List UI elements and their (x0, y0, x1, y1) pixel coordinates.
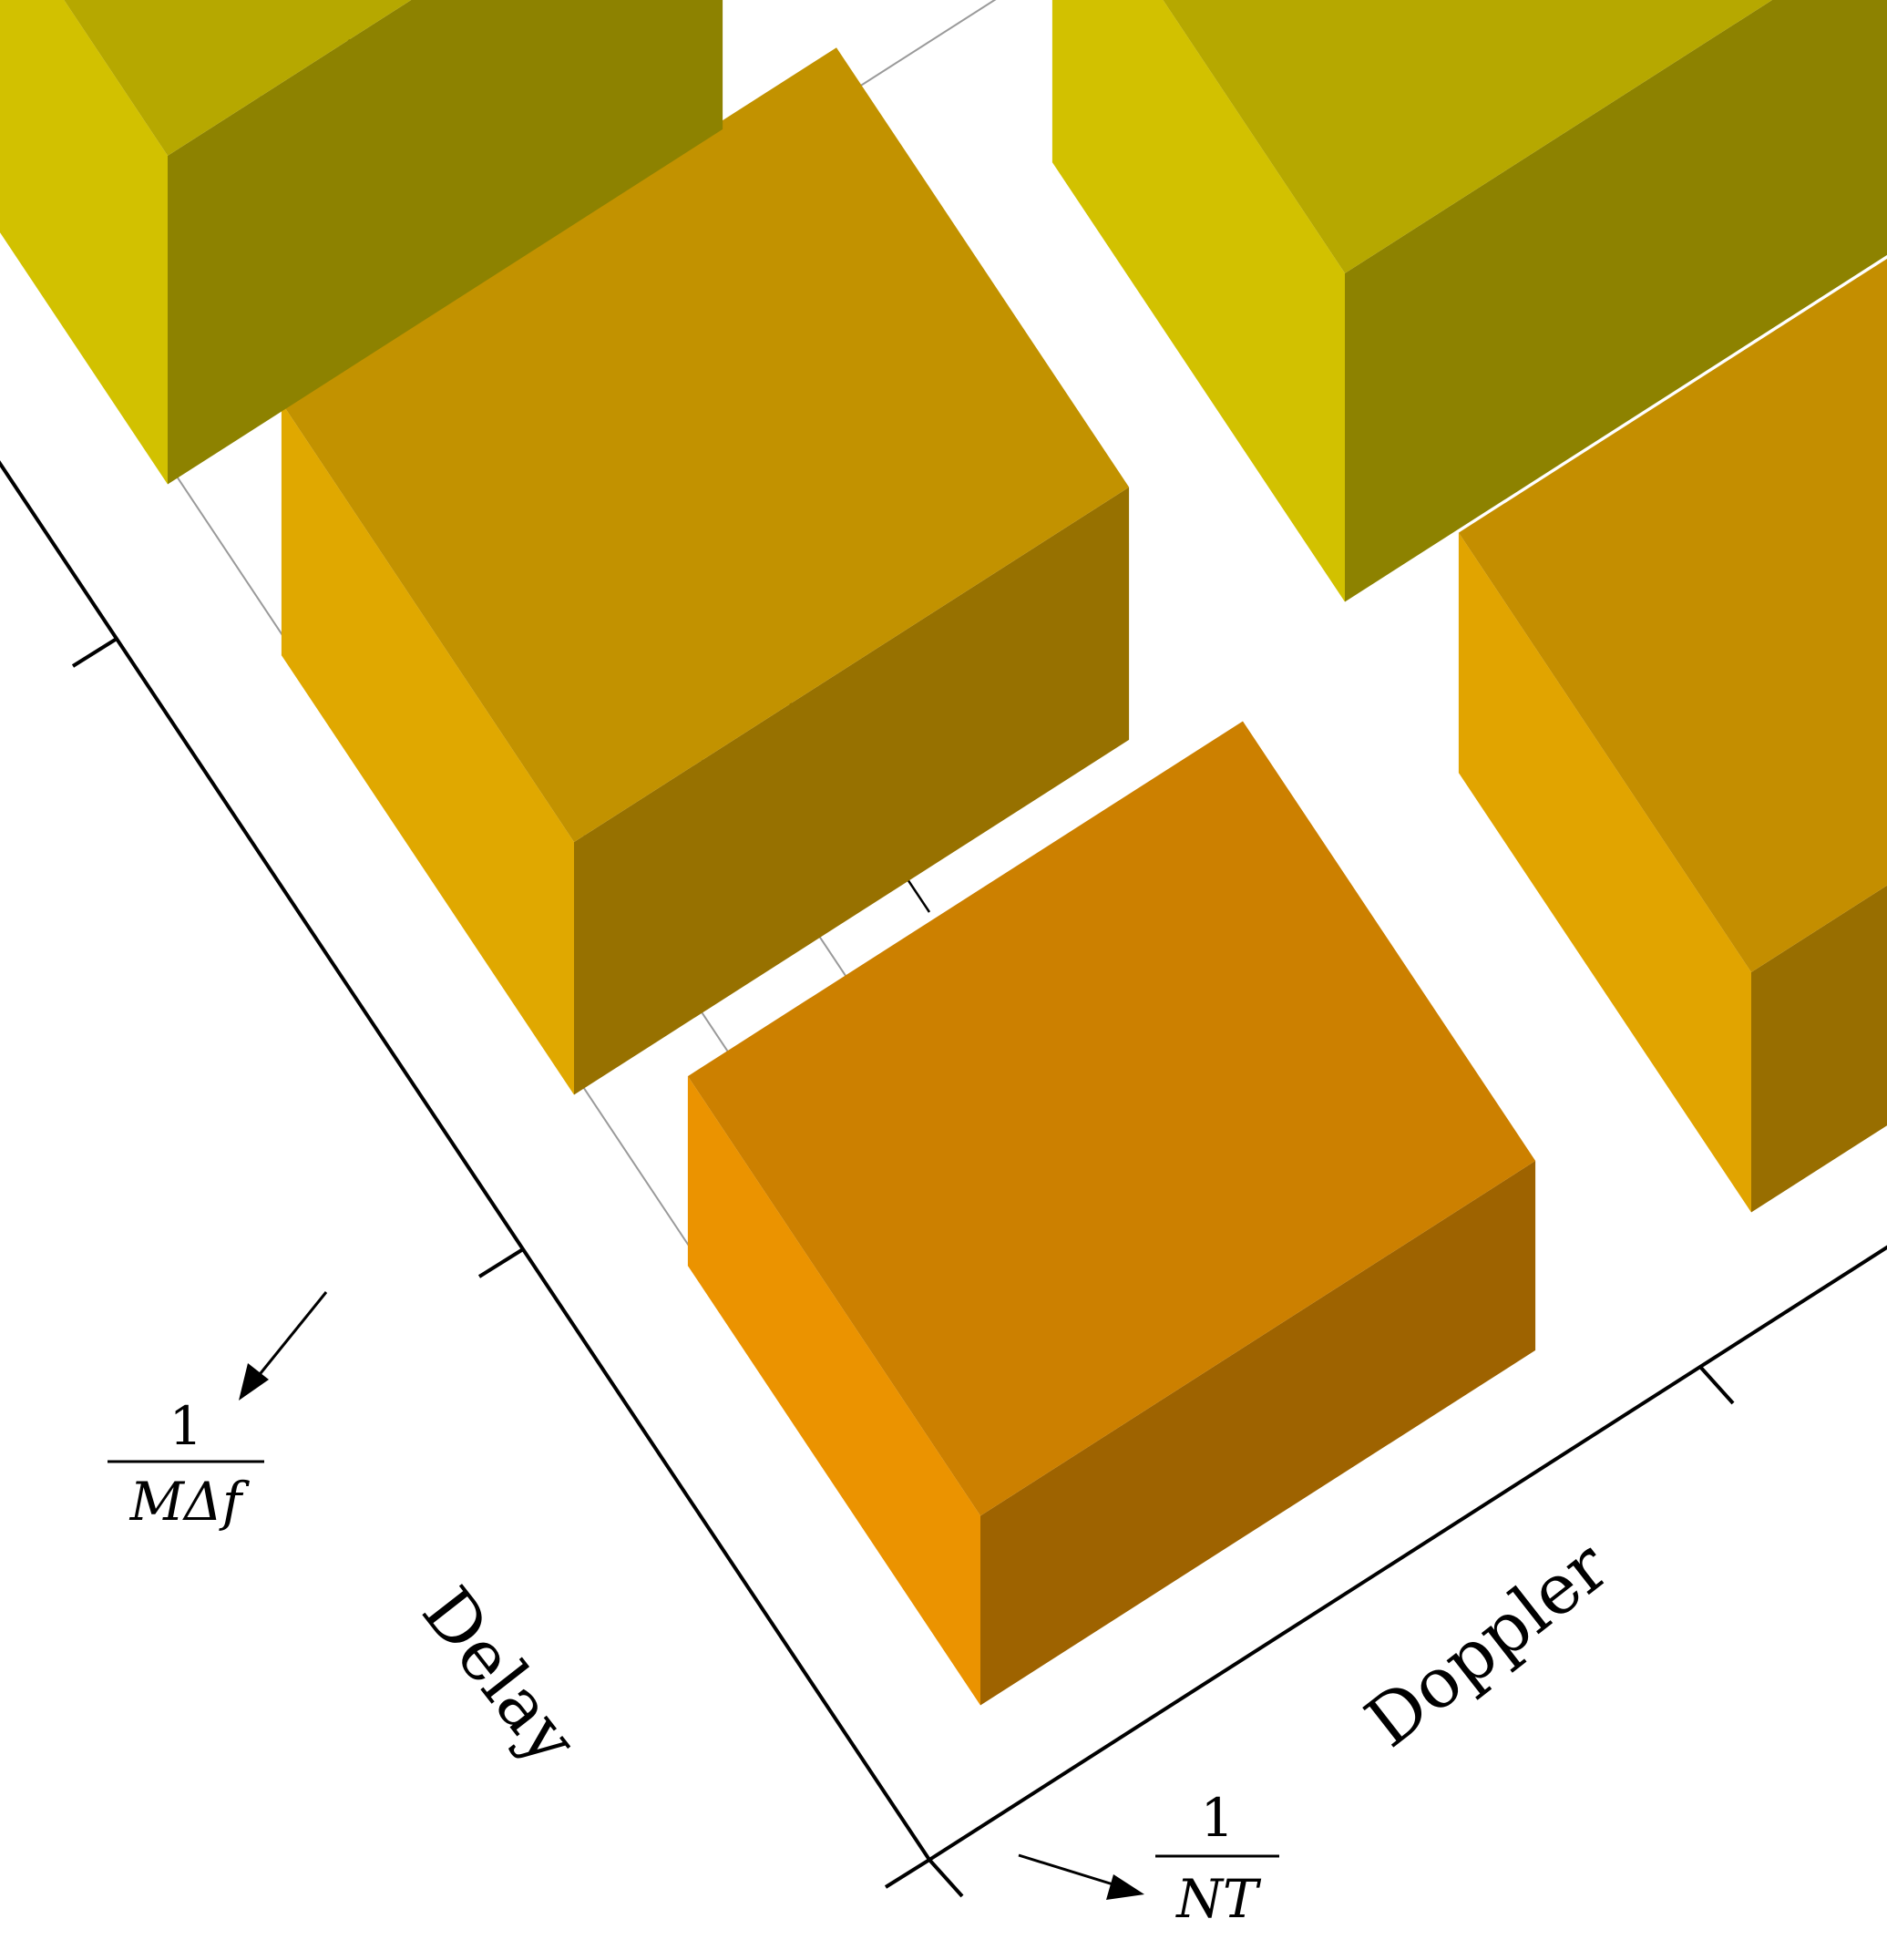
bar-side-right (1345, 0, 1887, 602)
axis-ticks: 0.00.20.40.6 (0, 460, 1887, 1898)
bar-top (1163, 0, 1772, 273)
bar (0, 0, 723, 485)
delay-unit-fraction: 1 MΔf (108, 1291, 328, 1533)
bar (281, 47, 1130, 1095)
doppler-arrow-head (1106, 1874, 1144, 1900)
doppler-unit-numerator: 1 (1201, 1787, 1235, 1849)
doppler-tick (928, 1858, 964, 1898)
bar-top (1458, 258, 1887, 972)
bar-top (64, 0, 412, 156)
delay-tick (477, 1247, 525, 1278)
delay-unit-numerator: 1 (169, 1395, 203, 1457)
bar-side-left (687, 1076, 980, 1706)
bar-side-left (281, 402, 574, 1095)
delay-unit-denominator: MΔf (129, 1471, 251, 1533)
doppler-unit-denominator: NT (1174, 1868, 1262, 1930)
bar-side-left (0, 0, 168, 485)
bar-side-left (1051, 0, 1345, 602)
bar (687, 721, 1536, 1706)
bar (1051, 0, 1887, 602)
bar-side-right (168, 0, 723, 485)
doppler-axis-label: Doppler (1350, 1524, 1623, 1762)
bar-side-right (574, 487, 1130, 1095)
delay-axis-line (0, 460, 931, 1862)
doppler-unit-fraction: 1 NT (1018, 1787, 1279, 1930)
bar-top (281, 47, 1130, 843)
bar-side-right (1751, 885, 1887, 1213)
delay-tick (884, 1858, 931, 1889)
bar-top (687, 721, 1536, 1516)
doppler-direction-arrow (1018, 1853, 1120, 1888)
delay-tick (71, 637, 118, 668)
delay-axis-label: Delay (407, 1572, 594, 1779)
delay-direction-arrow (255, 1291, 328, 1379)
delay-arrow-head (239, 1363, 269, 1401)
bar-side-right (980, 1160, 1536, 1706)
doppler-tick (1698, 1365, 1735, 1405)
bar (1458, 258, 1887, 1213)
bar-side-left (1458, 532, 1751, 1213)
bars (0, 0, 1887, 1706)
